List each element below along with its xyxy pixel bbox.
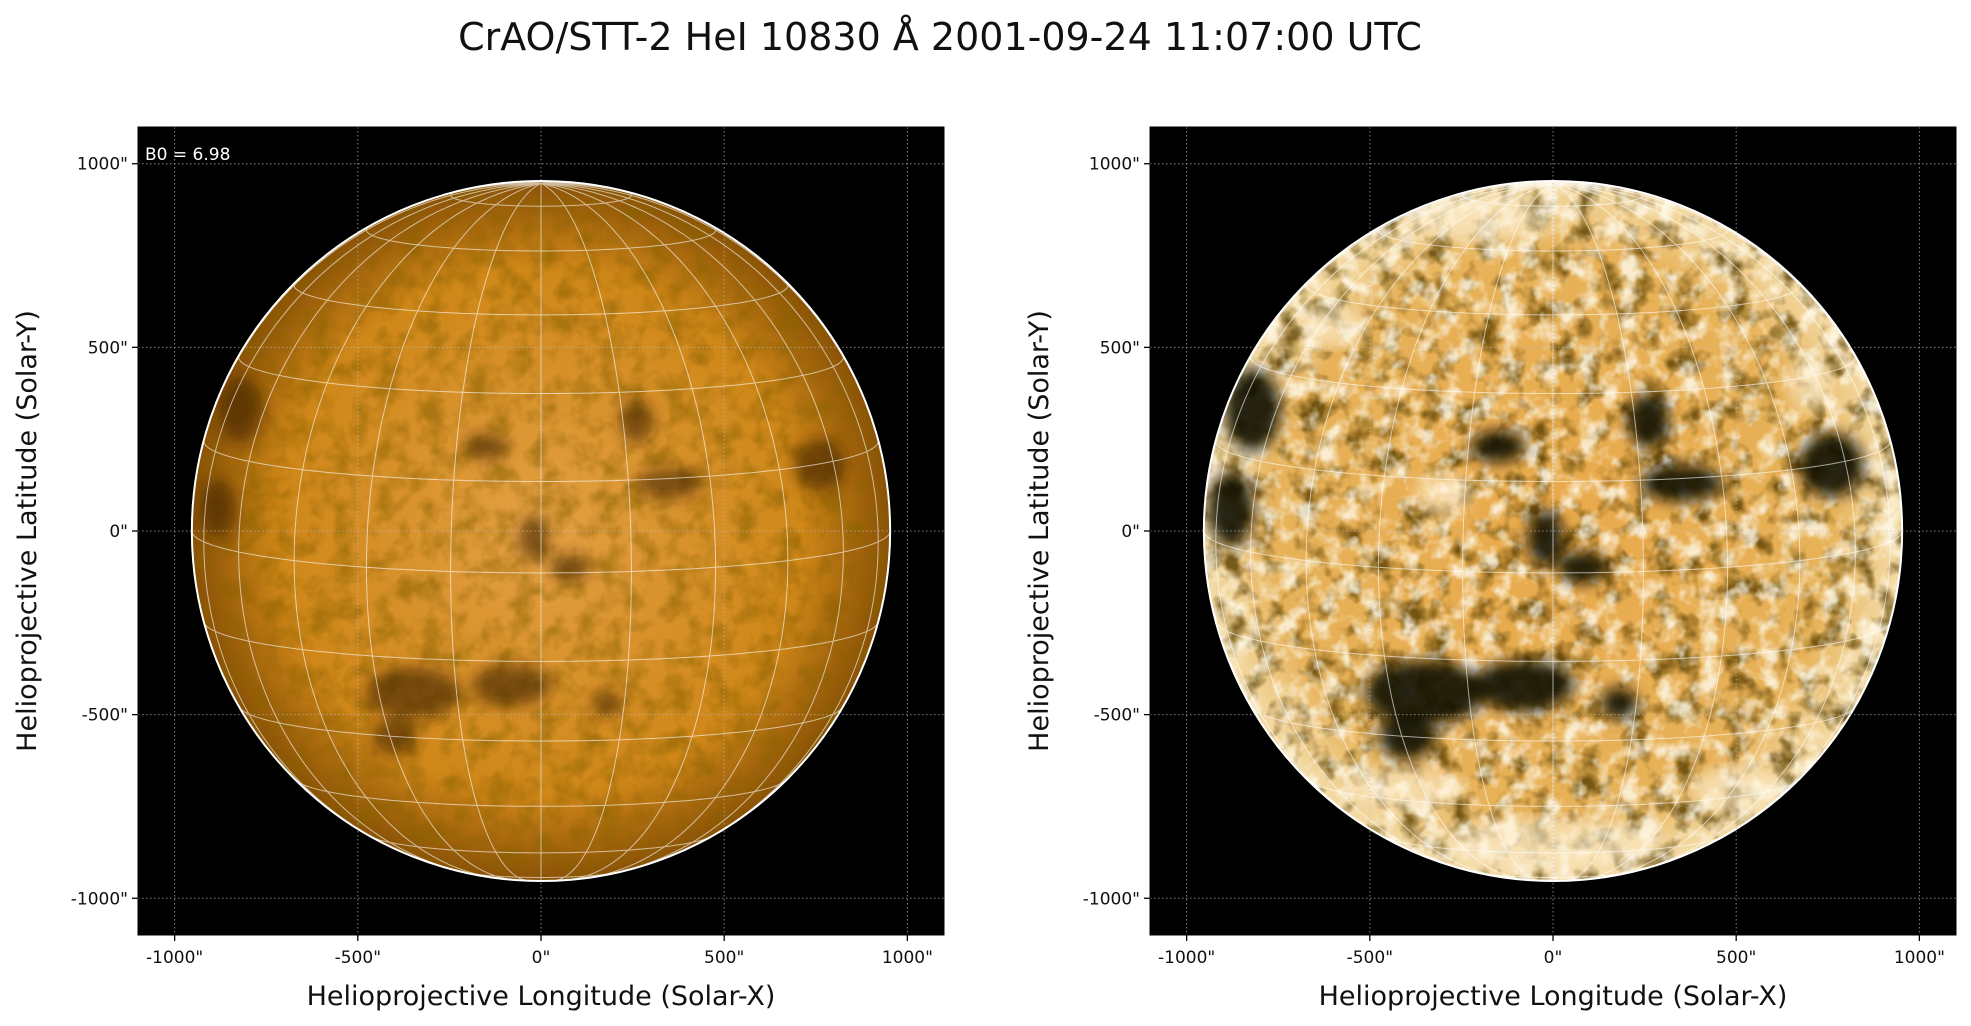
dark-region [550,554,591,581]
meridian [1215,183,1554,854]
y-tick-label: 1000" [77,155,128,175]
y-tick-label: 0" [1121,522,1140,542]
x-tick-label: 0" [1544,948,1563,968]
dark-region [519,516,549,561]
x-axis-label: Helioprojective Longitude (Solar-X) [1319,981,1788,1012]
meridian [365,183,542,881]
map-panel: -1000" -500" 0" 500" 1000" -1000" -500" 0" 500" 1… [1024,126,1957,1012]
y-tick-label: 1000" [1089,155,1140,175]
heliographic-grid [1203,180,1903,882]
map-panel: -1000" -500" 0" 500" 1000" -1000" -500" 0" 500" 1… [12,126,945,1012]
dark-region [1527,510,1564,566]
dark-region [592,690,622,717]
meridian [450,183,542,882]
meridian [1552,183,1729,881]
y-tick-label: -500" [1094,706,1140,726]
y-tick-label: 0" [109,522,128,542]
meridian [1552,183,1856,874]
dark-region [218,376,263,443]
y-tick-label: -1000" [1083,889,1140,909]
axes-frame [137,126,945,936]
x-tick-label: 500" [704,948,744,968]
figure-title: CrAO/STT-2 HeI 10830 Å 2001-09-24 11:07:… [458,15,1422,59]
y-axis-label: Helioprojective Latitude (Solar-Y) [1024,310,1055,752]
y-tick-label: 500" [1100,338,1140,358]
bright-region [1351,766,1462,811]
meridian [293,183,542,879]
meridian [1250,183,1554,874]
dark-region [1557,551,1608,584]
meridian [1552,183,1644,882]
parallel [450,189,632,207]
parallel [293,281,789,316]
dark-region [619,398,653,443]
meridian [1552,183,1891,854]
parallel [296,780,786,807]
parallel [1308,780,1798,807]
y-tick-label: 500" [88,338,128,358]
parallel [203,439,879,482]
dark-region [1365,660,1485,725]
axes-frame [1149,126,1957,936]
parallel [203,622,879,662]
x-tick-label: -500" [335,948,381,968]
bright-region [1413,472,1473,517]
parallel [1462,189,1644,207]
parallel [1203,530,1903,574]
dark-region [1225,368,1281,452]
meridian [540,183,632,882]
dark-region [1470,430,1526,463]
dark-region [793,439,846,491]
x-axis-label: Helioprojective Longitude (Solar-X) [307,981,776,1012]
meridian [540,183,844,874]
y-tick-label: -1000" [71,889,128,909]
meridian [540,183,789,879]
bright-region [1300,303,1367,348]
x-tick-label: -1000" [146,948,203,968]
parallel [239,707,843,742]
parallel [1381,835,1725,854]
dark-region [1799,432,1864,498]
dark-region [200,479,237,539]
meridian [540,183,879,854]
dark-regions [1207,368,1864,760]
dark-region [1640,464,1723,502]
meridian [1377,183,1554,881]
y-tick-label: -500" [82,706,128,726]
x-tick-label: 1000" [1894,948,1945,968]
x-tick-label: -500" [1347,948,1393,968]
annotation: B0 = 6.98 [145,145,230,165]
dark-region [636,468,703,498]
x-tick-label: 0" [532,948,551,968]
dark-region [365,666,461,719]
dark-region [464,433,509,460]
meridian [1552,183,1801,879]
parallel [1215,622,1891,662]
parallel [238,354,844,394]
meridian [238,183,542,874]
dark-region [1473,660,1575,711]
x-tick-label: 1000" [882,948,933,968]
dark-region [471,665,552,706]
parallel [1305,281,1801,316]
meridian [540,183,717,881]
dark-region [1600,687,1638,720]
meridian [1462,183,1554,882]
bright-region [1787,354,1832,414]
meridian [203,183,542,854]
x-tick-label: 500" [1716,948,1756,968]
parallel [1250,354,1856,394]
dark-region [1207,472,1254,546]
parallel [1251,707,1855,742]
x-tick-label: -1000" [1158,948,1215,968]
dark-region [1627,393,1669,449]
parallel [1215,439,1891,482]
parallel [191,530,891,574]
y-axis-label: Helioprojective Latitude (Solar-Y) [12,310,43,752]
parallel [369,835,713,854]
meridian [1305,183,1554,879]
